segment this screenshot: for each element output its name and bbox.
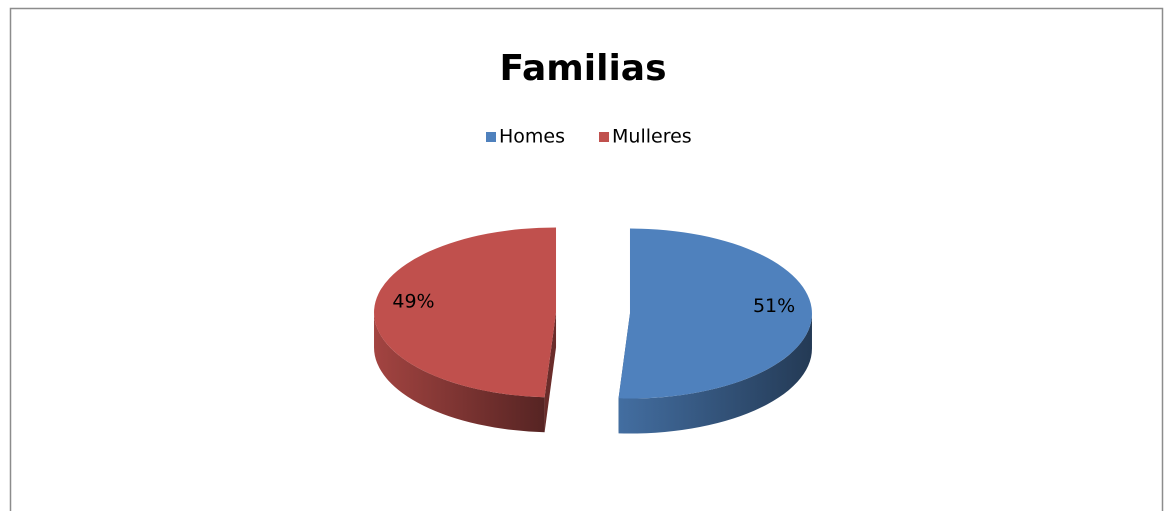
legend-swatch bbox=[486, 132, 496, 142]
legend-label: Homes bbox=[499, 126, 565, 148]
chart-frame bbox=[9, 7, 1164, 511]
slice-side bbox=[374, 312, 545, 433]
legend-swatch bbox=[599, 132, 610, 142]
slice-side bbox=[618, 313, 812, 434]
chart-title: Familias bbox=[499, 48, 666, 89]
data-label: 49% bbox=[392, 291, 434, 313]
legend-label: Mulleres bbox=[612, 126, 692, 148]
data-label: 51% bbox=[753, 295, 795, 317]
slice bbox=[374, 227, 557, 398]
slice-cut-face bbox=[544, 312, 557, 433]
slice bbox=[618, 228, 812, 399]
